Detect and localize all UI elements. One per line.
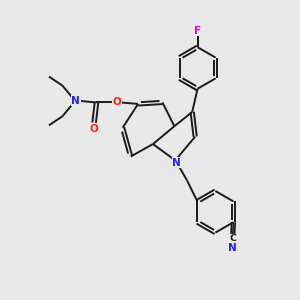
Text: N: N <box>71 96 80 106</box>
Text: O: O <box>112 98 121 107</box>
Text: C: C <box>230 234 236 243</box>
Text: F: F <box>194 26 201 36</box>
Text: N: N <box>172 158 181 168</box>
Text: O: O <box>89 124 98 134</box>
Text: N: N <box>228 243 237 254</box>
